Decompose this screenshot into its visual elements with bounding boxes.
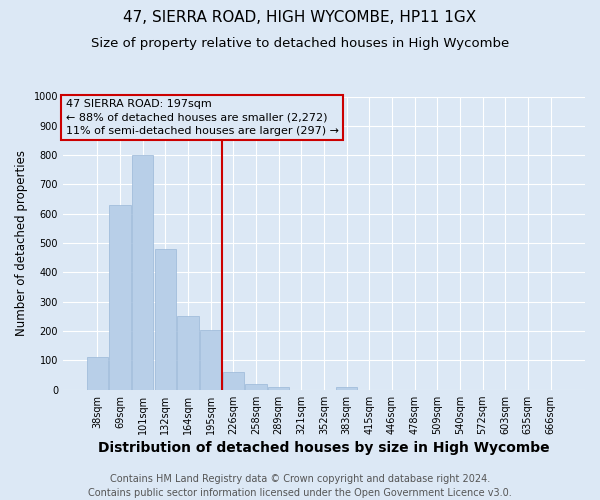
- Bar: [245, 384, 267, 390]
- Text: Size of property relative to detached houses in High Wycombe: Size of property relative to detached ho…: [91, 38, 509, 51]
- X-axis label: Distribution of detached houses by size in High Wycombe: Distribution of detached houses by size …: [98, 441, 550, 455]
- Bar: [336, 387, 358, 390]
- Bar: [155, 249, 176, 390]
- Bar: [132, 155, 154, 390]
- Text: Contains HM Land Registry data © Crown copyright and database right 2024.
Contai: Contains HM Land Registry data © Crown c…: [88, 474, 512, 498]
- Bar: [200, 330, 221, 390]
- Text: 47 SIERRA ROAD: 197sqm
← 88% of detached houses are smaller (2,272)
11% of semi-: 47 SIERRA ROAD: 197sqm ← 88% of detached…: [65, 100, 338, 136]
- Bar: [177, 316, 199, 390]
- Text: 47, SIERRA ROAD, HIGH WYCOMBE, HP11 1GX: 47, SIERRA ROAD, HIGH WYCOMBE, HP11 1GX: [124, 10, 476, 25]
- Bar: [268, 387, 289, 390]
- Bar: [86, 358, 108, 390]
- Bar: [109, 205, 131, 390]
- Y-axis label: Number of detached properties: Number of detached properties: [15, 150, 28, 336]
- Bar: [223, 372, 244, 390]
